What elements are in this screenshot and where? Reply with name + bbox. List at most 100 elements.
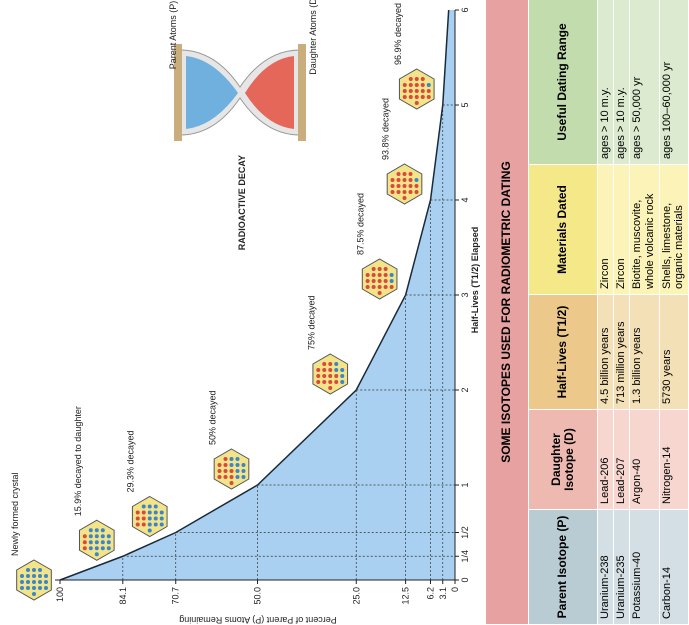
annotation: Newly formed crystal [10, 472, 20, 556]
crystal [78, 519, 115, 561]
atom [147, 504, 152, 509]
atom [383, 267, 388, 271]
atom [217, 475, 222, 479]
atom [44, 574, 48, 578]
atom [414, 184, 419, 188]
table-cell: Nitrogen-14 [659, 409, 689, 510]
atom [389, 279, 394, 283]
atom [100, 540, 105, 545]
atom [32, 592, 36, 596]
annotation: 87.5% decayed [356, 193, 366, 255]
atom [402, 83, 407, 87]
x-tick-label: 1/4 [460, 550, 470, 563]
atom [235, 475, 240, 479]
table-cell: ages > 10 m.y. [597, 0, 614, 165]
title-row: SOME ISOTOPES USED FOR RADIOMETRIC DATIN… [485, 0, 529, 625]
atom [414, 89, 419, 93]
atom [153, 510, 158, 515]
atom [420, 77, 425, 81]
atom [141, 522, 146, 527]
y-tick-label: 12.5 [401, 587, 411, 605]
atom [229, 457, 234, 461]
atom [377, 291, 382, 295]
atom [365, 285, 370, 289]
atom [94, 552, 99, 557]
atom [316, 368, 321, 372]
atom [408, 184, 413, 188]
header-cell: Useful Dating Range [528, 0, 598, 165]
atom [402, 89, 407, 93]
atom [229, 475, 234, 479]
atom [328, 386, 333, 390]
atom [241, 469, 246, 473]
crystal [312, 353, 349, 395]
crystal [213, 448, 250, 490]
atom [235, 463, 240, 467]
table-cell: Uranium-238 [597, 509, 614, 625]
table-cell: Potassium-40 [629, 509, 660, 625]
table-cell: Shells, limestone, organic materials [659, 164, 689, 295]
atom [426, 83, 431, 87]
atom [159, 510, 164, 515]
atom [390, 178, 395, 182]
atom [235, 457, 240, 461]
atom [365, 273, 370, 277]
atom [94, 534, 99, 539]
atom [334, 374, 339, 378]
atom [402, 184, 407, 188]
atom [26, 574, 30, 578]
atom [390, 190, 395, 194]
y-tick-label: 3.1 [438, 587, 448, 600]
y-tick-label: 84.1 [118, 587, 128, 605]
table-cell: ages > 10 m.y. [613, 0, 630, 165]
atom [26, 586, 30, 590]
atom [135, 522, 140, 527]
atom [420, 83, 425, 87]
table-cell: Lead-206 [597, 409, 614, 510]
atom [94, 528, 99, 533]
annotation: 75% decayed [306, 295, 316, 350]
annotation: 96.9% decayed [393, 3, 403, 65]
atom [44, 586, 48, 590]
atom [334, 380, 339, 384]
atom [414, 101, 419, 105]
atom [100, 534, 105, 539]
atom [340, 380, 345, 384]
atom [328, 368, 333, 372]
atom [106, 546, 111, 551]
curve-area [60, 10, 455, 580]
atom [94, 546, 99, 551]
y-tick-label: 70.7 [171, 587, 181, 605]
chart: Half-Lives (T1/2) Elapsed Percent of Par… [10, 0, 480, 625]
atom [414, 178, 419, 182]
atom [106, 534, 111, 539]
atom [383, 273, 388, 277]
atom [426, 89, 431, 93]
atom [20, 586, 24, 590]
atom [371, 279, 376, 283]
atom [153, 522, 158, 527]
atom [402, 172, 407, 176]
y-tick-label: 0 [450, 587, 460, 592]
atom [26, 568, 30, 572]
x-tick-label: 5 [460, 102, 470, 107]
atom [420, 89, 425, 93]
atom [340, 368, 345, 372]
table-title: SOME ISOTOPES USED FOR RADIOMETRIC DATIN… [485, 0, 529, 625]
atom [377, 267, 382, 271]
atom [159, 516, 164, 521]
atom [153, 504, 158, 509]
atom [38, 574, 42, 578]
table-cell: Biotite, muscovite, whole volcanic rock [629, 164, 660, 295]
atom [408, 172, 413, 176]
atom [396, 178, 401, 182]
daughter-label: Daughter Atoms (D) [308, 0, 318, 75]
table-cell: 5730 years [659, 294, 689, 410]
table-cell: 713 million years [613, 294, 630, 410]
atom [383, 279, 388, 283]
header-cell: Daughter Isotope (D) [528, 409, 598, 510]
table-row: Potassium-40 Argon-40 1.3 billion years Bio… [629, 0, 660, 625]
header-cell: Parent Isotope (P) [528, 509, 598, 625]
atom [44, 580, 48, 584]
